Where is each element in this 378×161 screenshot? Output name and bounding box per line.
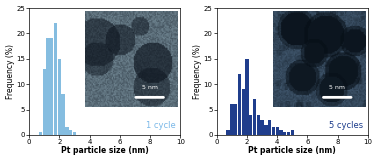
Bar xyxy=(242,89,245,135)
Bar xyxy=(257,115,260,135)
X-axis label: Pt particle size (nm): Pt particle size (nm) xyxy=(248,147,336,155)
Bar xyxy=(58,59,61,135)
Text: 1 cycle: 1 cycle xyxy=(146,121,176,130)
Bar xyxy=(245,59,249,135)
Bar xyxy=(234,104,237,135)
Bar xyxy=(253,99,256,135)
Text: 5 cycles: 5 cycles xyxy=(329,121,363,130)
Bar xyxy=(249,115,253,135)
Bar xyxy=(69,130,72,135)
Bar xyxy=(73,132,76,135)
Bar xyxy=(283,132,287,135)
Y-axis label: Frequency (%): Frequency (%) xyxy=(193,44,202,99)
Bar xyxy=(65,127,68,135)
Bar xyxy=(264,125,268,135)
X-axis label: Pt particle size (nm): Pt particle size (nm) xyxy=(61,147,149,155)
Bar xyxy=(276,127,279,135)
Bar xyxy=(39,132,42,135)
Bar xyxy=(272,127,275,135)
Bar xyxy=(287,132,290,135)
Bar xyxy=(268,120,271,135)
Bar xyxy=(54,23,57,135)
Y-axis label: Frequency (%): Frequency (%) xyxy=(6,44,15,99)
Bar xyxy=(50,38,53,135)
Bar xyxy=(291,130,294,135)
Bar xyxy=(226,130,230,135)
Bar xyxy=(46,38,50,135)
Bar xyxy=(62,94,65,135)
Bar xyxy=(279,130,283,135)
Bar xyxy=(260,120,264,135)
Bar xyxy=(43,69,46,135)
Bar xyxy=(238,74,241,135)
Bar xyxy=(230,104,234,135)
